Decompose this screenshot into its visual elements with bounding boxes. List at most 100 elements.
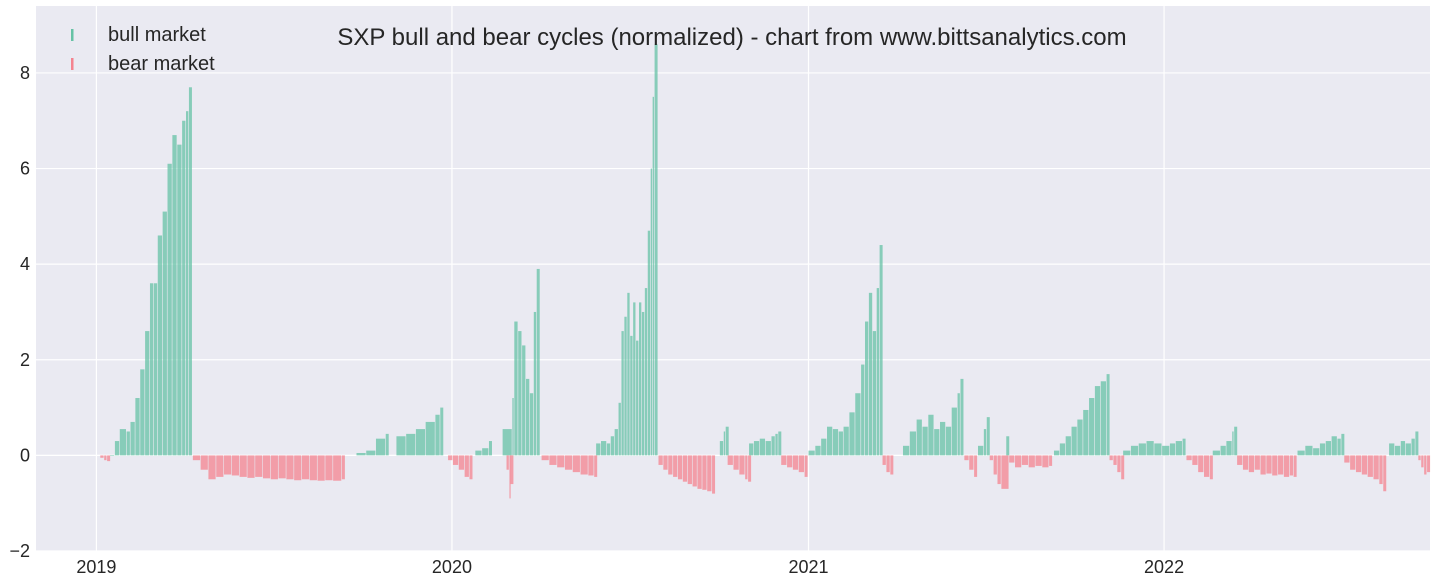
bear-bar <box>448 455 453 461</box>
bull-bar <box>1319 443 1326 456</box>
bull-bar <box>614 429 618 456</box>
bear-bar <box>1350 455 1356 470</box>
bull-bar <box>1162 445 1170 456</box>
bear-bar <box>748 455 752 482</box>
bull-bar <box>522 345 526 456</box>
bear-bar <box>890 455 894 475</box>
bear-bar <box>231 455 239 476</box>
bear-bar <box>702 455 707 490</box>
bull-bar <box>624 316 627 456</box>
bull-bar <box>157 235 163 456</box>
bull-bar <box>1123 450 1131 456</box>
bear-bar <box>509 455 511 499</box>
bull-bar <box>140 369 145 456</box>
bear-bar <box>1424 455 1427 475</box>
bear-bar <box>1344 455 1350 463</box>
legend: bull market bear market <box>71 24 215 75</box>
bull-bar <box>641 311 645 456</box>
bull-bar <box>1100 381 1106 456</box>
bear-bar <box>1186 455 1192 461</box>
bear-bar <box>1009 455 1015 463</box>
bull-bar <box>945 426 952 456</box>
bull-bar <box>872 331 877 456</box>
bear-bar <box>1109 455 1113 461</box>
bull-bar <box>1106 374 1110 456</box>
bull-bar <box>610 436 615 456</box>
bear-bar <box>200 455 208 470</box>
bear-bar <box>687 455 692 485</box>
bear-bar <box>572 455 580 473</box>
bear-bar <box>974 455 978 477</box>
bull-bar <box>406 433 416 456</box>
bear-bar <box>993 455 997 475</box>
bear-bar <box>469 455 473 480</box>
bull-bar <box>153 283 158 456</box>
bear-bar <box>557 455 565 468</box>
bear-bar <box>247 455 255 478</box>
x-tick-label: 2021 <box>788 557 828 577</box>
bull-bar <box>188 87 192 456</box>
bear-bar <box>673 455 678 477</box>
bear-bar <box>1427 455 1431 473</box>
bear-bar <box>309 455 317 481</box>
bull-bar <box>838 431 843 456</box>
bull-bar <box>951 407 957 456</box>
bull-bar <box>1065 436 1071 456</box>
bull-bar <box>375 438 386 456</box>
bull-bar <box>475 450 482 456</box>
bear-bar <box>239 455 247 477</box>
bull-bar <box>177 144 182 456</box>
bull-bar <box>186 111 189 456</box>
bull-bar <box>1325 441 1332 456</box>
bear-bar <box>1373 455 1379 480</box>
bear-bar <box>452 455 459 465</box>
bull-bar <box>425 421 435 456</box>
bear-bar <box>1192 455 1198 465</box>
bear-bar <box>1198 455 1204 473</box>
bear-bar <box>798 455 804 473</box>
bear-bar <box>882 455 886 465</box>
bear-bar <box>707 455 712 492</box>
bear-bar <box>1283 455 1290 477</box>
bear-bar <box>301 455 310 480</box>
bull-bar <box>808 450 815 456</box>
y-tick-label: 8 <box>20 63 30 83</box>
bear-bar <box>325 455 333 481</box>
bear-bar <box>739 455 745 475</box>
bear-bar <box>1015 455 1022 468</box>
bull-bar <box>1175 441 1182 456</box>
bull-bar <box>1130 445 1139 456</box>
x-tick-label: 2022 <box>1144 557 1184 577</box>
bars <box>100 44 1431 499</box>
bull-bar <box>533 311 537 456</box>
bear-bar <box>1028 455 1035 468</box>
bull-bar <box>440 407 444 456</box>
x-tick-label: 2019 <box>76 557 116 577</box>
bear-bar <box>663 455 668 470</box>
bull-bar <box>1154 443 1162 456</box>
bear-bar <box>1113 455 1117 465</box>
bull-bar <box>135 398 140 456</box>
bear-bar <box>781 455 787 465</box>
bull-bar <box>723 431 726 456</box>
y-tick-label: 2 <box>20 350 30 370</box>
bull-bar <box>1389 443 1395 456</box>
bear-bar <box>192 455 201 461</box>
bull-bar <box>525 378 530 456</box>
bull-bar <box>827 426 833 456</box>
bull-bar <box>864 321 869 456</box>
bull-bar <box>1405 443 1411 456</box>
bull-bar <box>832 429 839 456</box>
bull-bar <box>1083 409 1089 456</box>
bear-bar <box>1035 455 1042 466</box>
bull-bar <box>652 96 654 456</box>
bear-bar <box>510 455 514 485</box>
bear-bar <box>317 455 325 481</box>
legend-bull-swatch <box>71 29 74 41</box>
bull-bar <box>1053 450 1060 456</box>
bull-bar <box>110 455 115 456</box>
bull-bar <box>1169 443 1176 456</box>
bear-bar <box>1272 455 1278 476</box>
bull-bar <box>843 426 849 456</box>
